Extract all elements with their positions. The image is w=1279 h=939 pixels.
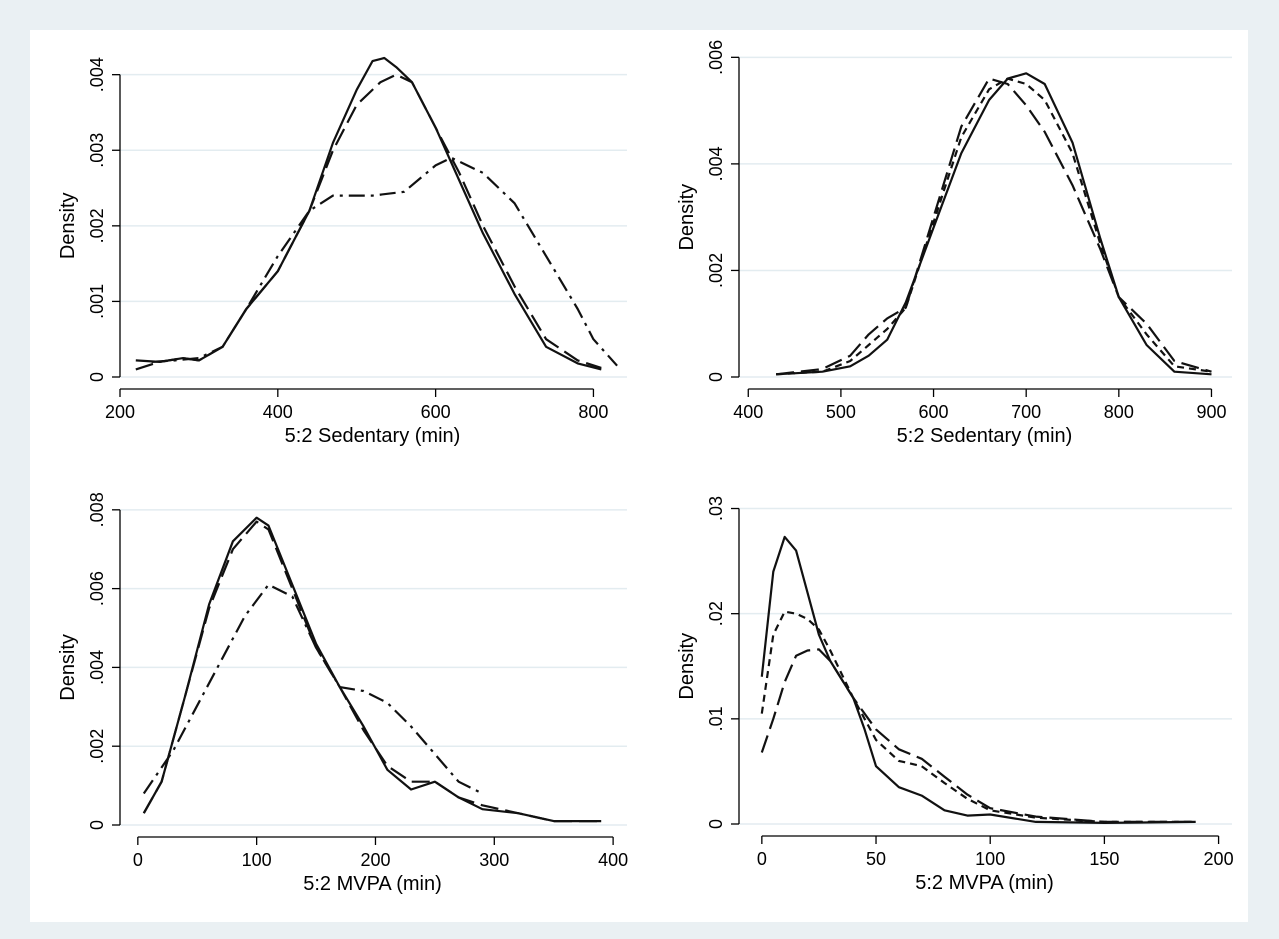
density-panel-bottom-right: 0 .01 .02 .03 0 50 100 150 200 5:2 MVPA (min) Dens… (650, 476, 1248, 922)
y-tick-label: 0 (87, 372, 107, 382)
density-series-dash-dot (151, 156, 618, 367)
x-tick-label: 200 (105, 402, 135, 422)
density-series-long-dash (760, 648, 1196, 823)
x-tick-label: 200 (360, 850, 390, 870)
y-tick-label: .006 (706, 40, 726, 75)
y-tick-label: .004 (87, 57, 107, 92)
x-tick-label: 900 (1196, 402, 1226, 422)
x-tick-label: 0 (133, 850, 143, 870)
density-series-short-dash (760, 610, 1196, 823)
y-axis-title: Density (676, 184, 698, 251)
y-tick-label: 0 (706, 372, 726, 382)
y-tick-label: 0 (87, 820, 107, 830)
density-series-dash-dot (142, 583, 483, 795)
x-tick-label: 700 (1011, 402, 1041, 422)
x-tick-label: 200 (1204, 849, 1234, 869)
x-axis-title: 5:2 MVPA (min) (303, 873, 442, 895)
y-tick-label: .001 (87, 284, 107, 319)
density-series-long-dash (775, 77, 1212, 376)
density-series-solid (135, 56, 602, 371)
density-series-long-dash (135, 73, 602, 371)
density-series-short-dash (776, 77, 1212, 376)
density-chart-3: 0 .01 .02 .03 0 50 100 150 200 5:2 MVPA (min) Dens… (676, 496, 1234, 894)
y-tick-label: .004 (706, 146, 726, 181)
y-tick-label: .003 (87, 133, 107, 168)
y-tick-label: .002 (87, 208, 107, 243)
x-tick-label: 150 (1089, 849, 1119, 869)
y-axis-title: Density (57, 634, 79, 701)
y-tick-label: .02 (706, 601, 726, 626)
x-tick-label: 50 (866, 849, 886, 869)
x-tick-label: 600 (919, 402, 949, 422)
x-axis-title: 5:2 Sedentary (min) (897, 425, 1073, 447)
density-panel-top-right: 0 .002 .004 .006 400 500 600 700 800 900 5:2 Seden… (650, 30, 1248, 476)
x-tick-label: 500 (826, 402, 856, 422)
x-tick-label: 300 (479, 850, 509, 870)
x-tick-label: 400 (263, 402, 293, 422)
density-series-solid (142, 516, 602, 823)
density-chart-2: 0 .002 .004 .006 .008 0 100 200 300 400 5:2 MVPA (… (57, 492, 628, 895)
y-tick-label: .006 (87, 571, 107, 606)
y-tick-label: 0 (706, 819, 726, 829)
density-series-solid (776, 72, 1212, 376)
y-axis-title: Density (676, 633, 698, 700)
x-axis-title: 5:2 Sedentary (min) (285, 425, 461, 447)
y-tick-label: .03 (706, 496, 726, 521)
y-tick-label: .008 (87, 492, 107, 527)
y-tick-label: .004 (87, 650, 107, 685)
x-tick-label: 800 (578, 402, 608, 422)
x-tick-label: 800 (1104, 402, 1134, 422)
density-chart-1: 0 .002 .004 .006 400 500 600 700 800 900 5:2 Seden… (676, 40, 1232, 447)
density-panel-bottom-left: 0 .002 .004 .006 .008 0 100 200 300 400 5:2 MVPA (… (30, 476, 650, 922)
density-panel-top-left: 0 .001 .002 .003 .004 200 400 600 800 5:2 Sedenta… (30, 30, 650, 476)
x-tick-label: 100 (975, 849, 1005, 869)
y-tick-label: .002 (87, 729, 107, 764)
plot-area: 0 .001 .002 .003 .004 200 400 600 800 5:2 Sedenta… (30, 30, 1248, 922)
density-series-solid (760, 535, 1196, 824)
x-tick-label: 100 (242, 850, 272, 870)
x-tick-label: 600 (421, 402, 451, 422)
density-chart-0: 0 .001 .002 .003 .004 200 400 600 800 5:2 Sedenta… (57, 56, 627, 447)
x-tick-label: 0 (757, 849, 767, 869)
y-tick-label: .01 (706, 706, 726, 731)
density-series-long-dash (142, 520, 602, 823)
x-tick-label: 400 (733, 402, 763, 422)
x-axis-title: 5:2 MVPA (min) (915, 872, 1054, 894)
x-tick-label: 400 (598, 850, 628, 870)
y-tick-label: .002 (706, 253, 726, 288)
y-axis-title: Density (57, 192, 79, 259)
